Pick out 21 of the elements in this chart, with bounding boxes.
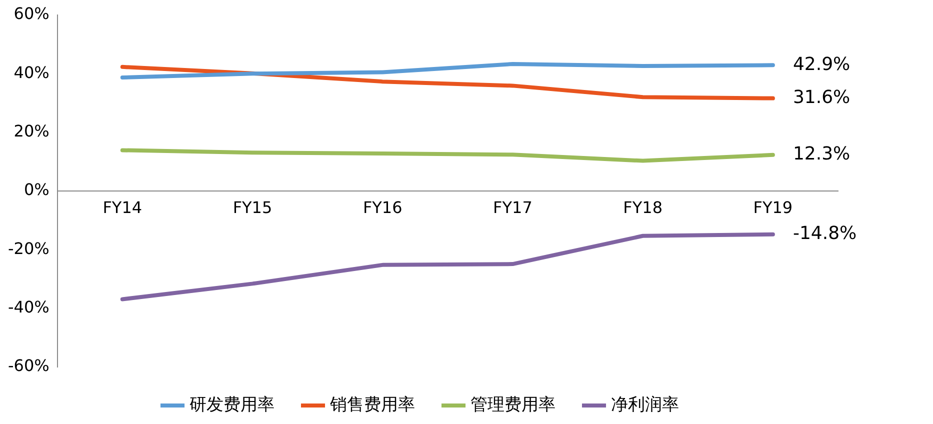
y-tick-label: 40% xyxy=(14,62,50,82)
data-label: 42.9% xyxy=(792,54,850,75)
legend-label: 销售费用率 xyxy=(329,394,415,415)
x-tick-label: FY19 xyxy=(753,198,793,217)
x-tick-label: FY16 xyxy=(362,198,402,217)
x-tick-label: FY18 xyxy=(623,198,663,217)
data-label: -14.8% xyxy=(792,223,857,244)
y-tick-label: -60% xyxy=(8,356,50,376)
y-tick-label: 20% xyxy=(14,121,50,140)
x-tick-label: FY15 xyxy=(232,198,272,217)
y-tick-label: 0% xyxy=(24,180,50,200)
legend-label: 研发费用率 xyxy=(190,394,274,415)
y-tick-label: -40% xyxy=(8,297,50,316)
legend-label: 净利润率 xyxy=(611,394,679,415)
data-label: 31.6% xyxy=(792,86,850,108)
y-tick-label: -20% xyxy=(8,238,50,258)
x-tick-label: FY14 xyxy=(102,198,142,217)
data-label: 12.3% xyxy=(792,144,850,165)
x-tick-label: FY17 xyxy=(493,198,532,217)
y-tick-label: 60% xyxy=(14,4,50,24)
legend-label: 管理费用率 xyxy=(470,394,556,415)
